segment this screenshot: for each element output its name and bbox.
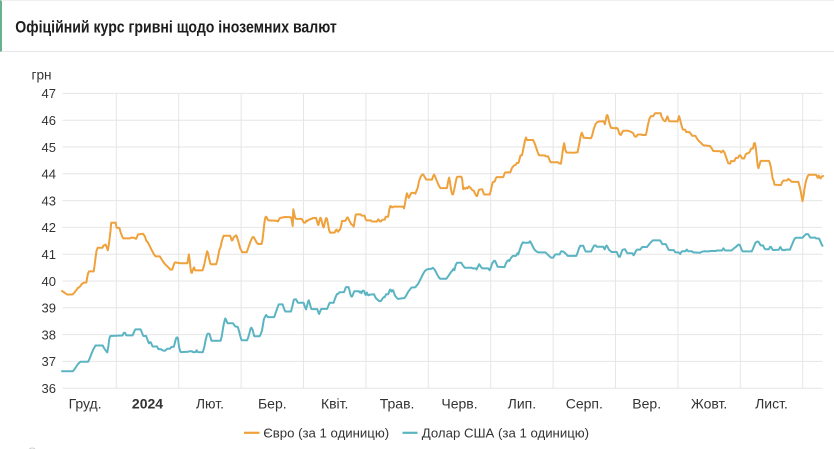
svg-text:45: 45 [42,140,56,155]
svg-text:Трав.: Трав. [380,396,415,412]
svg-text:Бер.: Бер. [258,396,287,412]
svg-text:грн: грн [32,68,52,83]
svg-text:2024: 2024 [132,396,163,412]
svg-text:Жовт.: Жовт. [691,396,727,412]
svg-text:42: 42 [42,220,56,235]
svg-text:Вер.: Вер. [632,396,661,412]
svg-text:Груд.: Груд. [69,396,102,412]
svg-text:43: 43 [42,193,56,208]
svg-text:44: 44 [42,167,56,182]
svg-text:Оновлено: Оновлено [28,445,84,449]
svg-text:Квіт.: Квіт. [321,396,348,412]
svg-text:40: 40 [42,274,56,289]
svg-text:Євро (за 1 одиницю): Євро (за 1 одиницю) [263,425,389,440]
svg-text:Офіційний курс гривні щодо іно: Офіційний курс гривні щодо іноземних вал… [15,18,337,36]
svg-text:Долар США (за 1 одиницю): Долар США (за 1 одиницю) [422,425,589,440]
svg-text:Лип.: Лип. [508,396,536,412]
svg-text:38: 38 [42,327,56,342]
svg-text:Лист.: Лист. [755,396,788,412]
svg-text:47: 47 [42,86,56,101]
svg-text:41: 41 [42,247,56,262]
svg-text:Черв.: Черв. [441,396,477,412]
svg-text:Лют.: Лют. [196,396,224,412]
svg-text:39: 39 [42,301,56,316]
svg-text:37: 37 [42,354,56,369]
svg-text:46: 46 [42,113,56,128]
svg-text:36: 36 [42,381,56,396]
svg-text:Серп.: Серп. [566,396,603,412]
